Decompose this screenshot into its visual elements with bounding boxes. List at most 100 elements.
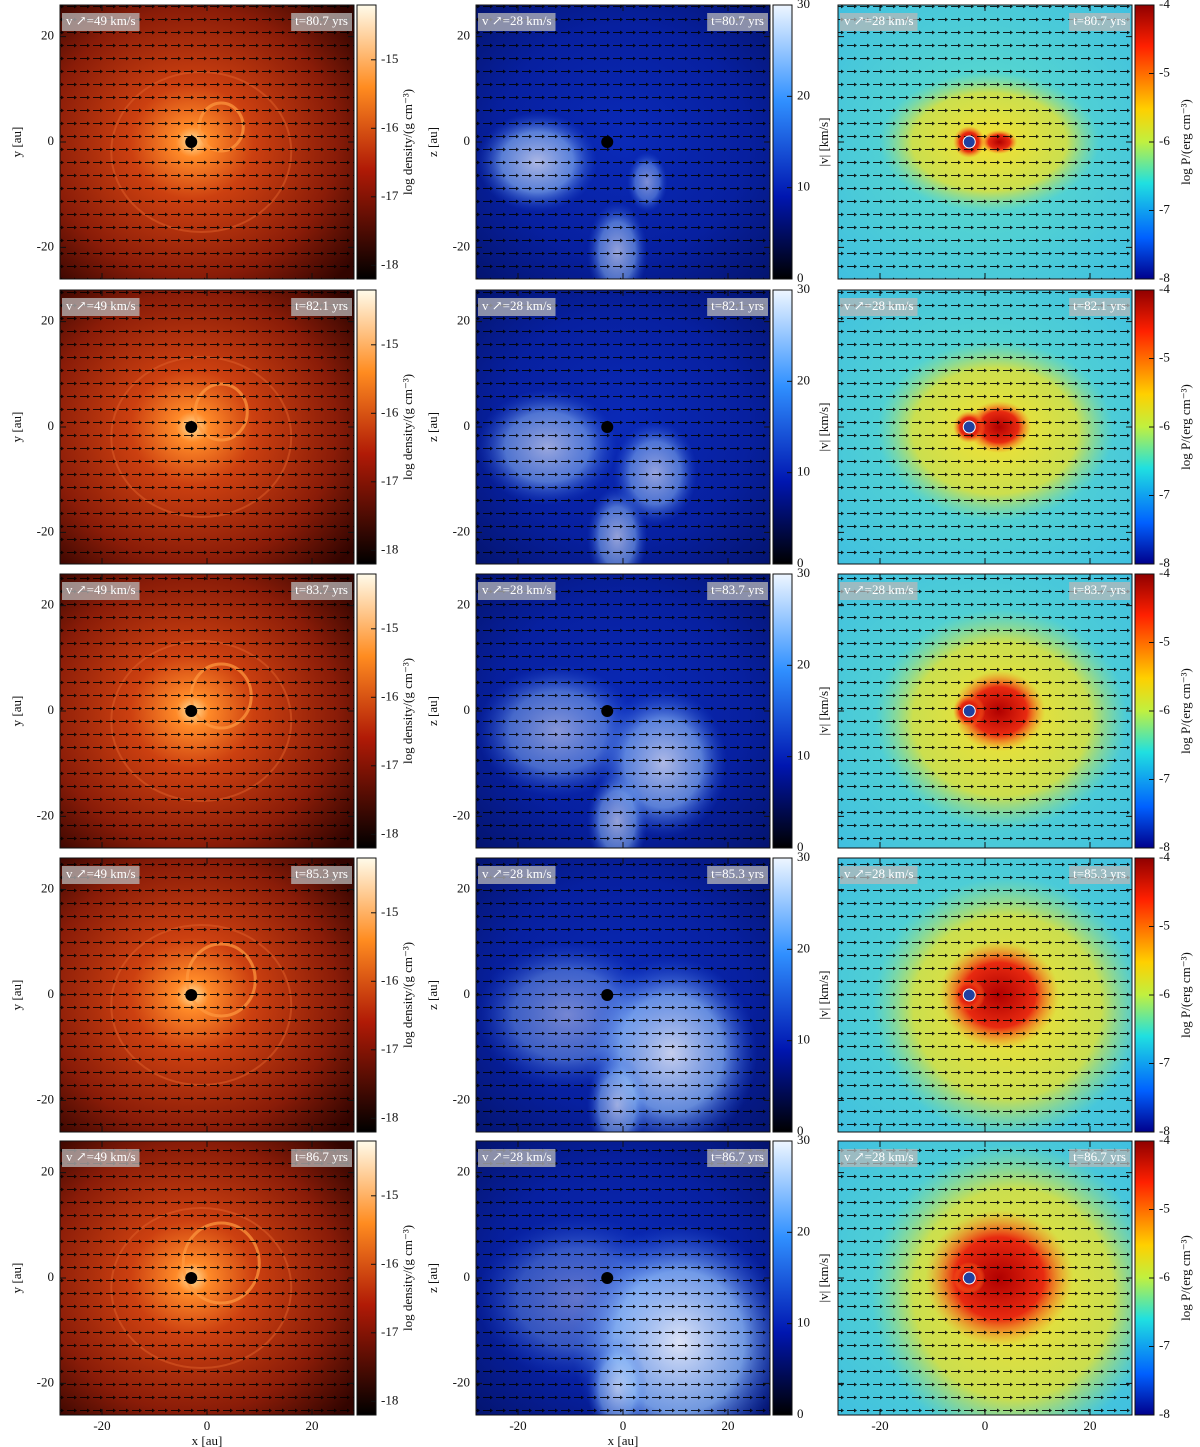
velocity-arrows — [476, 858, 770, 1132]
time-label: t=83.7 yrs — [295, 582, 348, 597]
x-tick-label: 0 — [620, 1418, 627, 1433]
y-axis-label: z [au] — [425, 1263, 440, 1293]
velocity-arrows — [838, 5, 1132, 279]
velocity-arrows — [476, 1141, 770, 1415]
label-box — [62, 13, 140, 31]
colorbar-tick-label: -4 — [1159, 565, 1170, 580]
arrow-scale-label: v ↗=28 km/s — [482, 582, 552, 597]
colorbar-label: |v| [km/s] — [816, 971, 831, 1020]
sink-particle — [601, 705, 614, 717]
map-image — [60, 5, 354, 279]
colorbar-tick-label: -4 — [1159, 0, 1170, 11]
arrow-scale-label: v ↗=28 km/s — [844, 866, 914, 881]
time-label: t=82.1 yrs — [711, 298, 764, 313]
map-image — [838, 1141, 1132, 1415]
sink-particle — [601, 421, 614, 433]
panel — [475, 289, 771, 565]
time-label: t=85.3 yrs — [1073, 866, 1126, 881]
sink-particle — [962, 1271, 976, 1285]
label-box — [840, 13, 918, 31]
y-tick-label: 0 — [48, 986, 55, 1001]
x-axis-label: x [au] — [608, 1433, 639, 1447]
arrow-scale-label: v ↗=28 km/s — [482, 298, 552, 313]
velocity-arrows — [476, 574, 770, 848]
label-box — [291, 298, 352, 316]
y-tick-label: 0 — [48, 1269, 55, 1284]
y-axis-label: z [au] — [425, 412, 440, 442]
colorbar-tick-label: 0 — [797, 1123, 804, 1138]
label-box — [707, 298, 768, 316]
label-box — [707, 13, 768, 31]
sink-particle — [962, 988, 976, 1002]
panel — [59, 857, 355, 1133]
x-tick-label: 20 — [306, 1418, 319, 1433]
colorbar-tick-label: 30 — [797, 565, 810, 580]
time-label: t=82.1 yrs — [295, 298, 348, 313]
label-box — [478, 866, 556, 884]
colorbar-tick-label: -7 — [1159, 201, 1170, 216]
y-tick-label: 0 — [464, 1269, 471, 1284]
colorbar-tick-label: 20 — [797, 1223, 810, 1238]
colorbar — [772, 1140, 793, 1416]
map-image — [60, 290, 354, 564]
map-image — [60, 1141, 354, 1415]
sink-particle — [962, 420, 976, 434]
panel — [837, 4, 1133, 280]
colorbar-label: log P/(erg cm⁻³) — [1178, 952, 1193, 1038]
y-tick-label: 20 — [457, 881, 470, 896]
colorbar-label: log density/(g cm⁻³) — [400, 658, 415, 764]
colorbar-label: |v| [km/s] — [816, 1254, 831, 1303]
colorbar — [772, 573, 793, 849]
colorbar-tick-label: 20 — [797, 940, 810, 955]
velocity-arrows — [476, 5, 770, 279]
y-tick-label: -20 — [453, 523, 470, 538]
colorbar-tick-label: -5 — [1159, 633, 1170, 648]
y-tick-label: 0 — [464, 418, 471, 433]
map-image — [476, 290, 770, 564]
colorbar-tick-label: -4 — [1159, 1132, 1170, 1147]
label-box — [1069, 866, 1130, 884]
panel — [837, 1140, 1133, 1416]
y-axis-label: z [au] — [425, 980, 440, 1010]
colorbar-tick-label: -6 — [1159, 986, 1170, 1001]
colorbar-tick-label: -15 — [381, 1187, 398, 1202]
colorbar-tick-label: -15 — [381, 620, 398, 635]
y-tick-label: -20 — [37, 807, 54, 822]
map-image — [838, 290, 1132, 564]
panel — [475, 1140, 771, 1416]
map-image — [476, 1141, 770, 1415]
colorbar-label: log P/(erg cm⁻³) — [1178, 1235, 1193, 1321]
map-image — [60, 574, 354, 848]
label-box — [840, 1149, 918, 1167]
colorbar-tick-label: 10 — [797, 464, 810, 479]
sink-particle — [185, 136, 198, 148]
label-box — [707, 866, 768, 884]
colorbar-tick-label: -4 — [1159, 849, 1170, 864]
arrow-scale-label: v ↗=28 km/s — [482, 1149, 552, 1164]
arrow-scale-label: v ↗=28 km/s — [844, 298, 914, 313]
panel — [475, 573, 771, 849]
label-box — [707, 582, 768, 600]
panel — [59, 4, 355, 280]
panel — [475, 4, 771, 280]
label-box — [478, 13, 556, 31]
y-tick-label: 20 — [457, 313, 470, 328]
colorbar-label: log P/(erg cm⁻³) — [1178, 99, 1193, 185]
colorbar-tick-label: -17 — [381, 1041, 399, 1056]
colorbar-tick-label: -15 — [381, 904, 398, 919]
label-box — [478, 582, 556, 600]
y-tick-label: -20 — [37, 238, 54, 253]
colorbar-tick-label: -18 — [381, 1109, 398, 1124]
label-box — [62, 298, 140, 316]
colorbar-tick-label: -7 — [1159, 1054, 1170, 1069]
colorbar-tick-label: -5 — [1159, 64, 1170, 79]
colorbar-label: |v| [km/s] — [816, 118, 831, 167]
sink-particle — [185, 989, 198, 1001]
label-box — [1069, 298, 1130, 316]
time-label: t=80.7 yrs — [1073, 13, 1126, 28]
y-tick-label: 20 — [41, 881, 54, 896]
y-tick-label: 0 — [48, 133, 55, 148]
y-tick-label: 20 — [41, 1164, 54, 1179]
colorbar — [356, 4, 377, 280]
